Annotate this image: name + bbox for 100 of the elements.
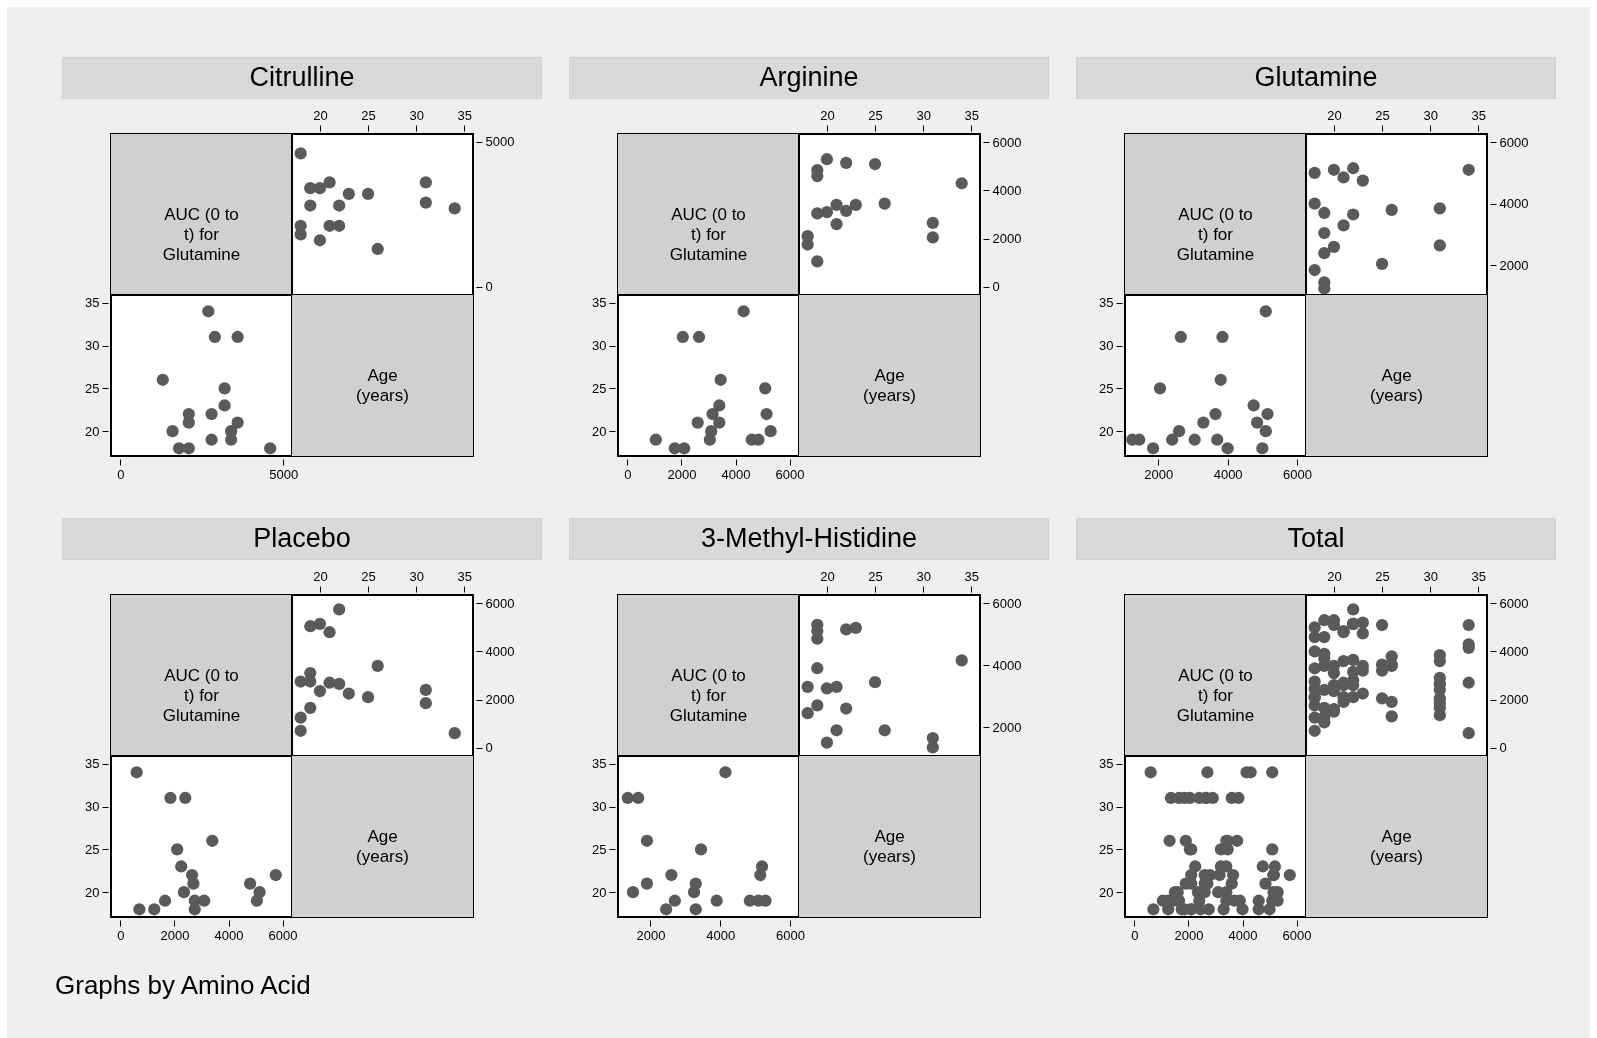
- point: [304, 701, 317, 715]
- y-tick-label: 4000: [992, 657, 1022, 673]
- x-tick-label: 35: [964, 568, 980, 584]
- x-tick-label: 4000: [1213, 466, 1243, 482]
- y-tick-label: 25: [592, 841, 607, 857]
- y-tick-label: 25: [85, 841, 100, 857]
- point: [621, 791, 634, 805]
- x-tick-label: 2000: [636, 927, 666, 943]
- x-tick-label: 6000: [1283, 466, 1312, 482]
- point: [811, 699, 824, 712]
- point: [1318, 246, 1331, 260]
- point: [342, 687, 355, 700]
- y-tick-label: 0: [1499, 740, 1507, 756]
- point: [1337, 219, 1350, 232]
- point: [304, 666, 317, 680]
- point: [811, 662, 824, 675]
- point: [878, 197, 891, 210]
- x-tick-label: 4000: [1228, 927, 1258, 943]
- point: [361, 691, 375, 704]
- point: [1153, 382, 1167, 395]
- y-tick-label: 35: [592, 295, 607, 311]
- x-tick-label: 30: [1423, 568, 1438, 584]
- point: [294, 724, 307, 737]
- point: [361, 187, 375, 201]
- y-tick-label: 20: [592, 884, 607, 900]
- point: [218, 382, 231, 395]
- point: [179, 791, 192, 805]
- point: [687, 886, 701, 899]
- point: [419, 683, 432, 697]
- point: [678, 442, 691, 455]
- x-tick-label: 35: [457, 568, 473, 584]
- y-tick-label: 4000: [1499, 196, 1529, 212]
- point: [208, 330, 221, 344]
- point: [1256, 442, 1269, 455]
- point: [754, 868, 767, 882]
- text: Graphs by Amino Acid: [55, 970, 311, 1000]
- point: [1197, 416, 1210, 429]
- x-tick-label: 2000: [1144, 466, 1174, 482]
- text: Placebo: [253, 523, 351, 553]
- y-tick-label: 25: [1099, 380, 1114, 396]
- point: [1261, 407, 1274, 421]
- y-tick-label: 4000: [992, 182, 1022, 198]
- point: [868, 157, 882, 171]
- text: Age (years): [356, 365, 409, 405]
- y-tick-label: 20: [1099, 884, 1114, 900]
- point: [713, 416, 726, 429]
- point: [419, 196, 432, 209]
- point: [175, 860, 188, 873]
- point: [294, 675, 307, 688]
- point: [1356, 174, 1369, 187]
- point: [1221, 442, 1234, 455]
- point: [1174, 330, 1187, 344]
- point: [1462, 163, 1475, 176]
- y-tick-label: 2000: [485, 692, 515, 708]
- point: [830, 198, 843, 211]
- x-tick-label: 20: [1327, 568, 1342, 584]
- y-tick-label: 20: [85, 423, 100, 439]
- y-tick-label: 5000: [485, 134, 515, 150]
- y-tick-label: 25: [592, 380, 607, 396]
- x-tick-label: 6000: [775, 466, 805, 482]
- y-tick-label: 6000: [992, 595, 1022, 611]
- text: Total: [1287, 523, 1345, 553]
- point: [811, 255, 824, 268]
- point: [206, 834, 219, 847]
- point: [820, 682, 834, 695]
- point: [323, 626, 336, 639]
- point: [1347, 162, 1360, 175]
- text: Age (years): [356, 826, 409, 866]
- x-tick-label: 2000: [667, 466, 697, 482]
- point: [304, 620, 317, 633]
- point: [313, 685, 327, 698]
- point: [333, 199, 346, 212]
- y-tick-label: 30: [85, 799, 100, 815]
- point: [830, 218, 843, 231]
- x-tick-label: 2000: [1174, 927, 1204, 943]
- x-tick-label: 0: [117, 466, 125, 482]
- x-tick-label: 0: [117, 927, 125, 943]
- point: [205, 407, 218, 421]
- point: [448, 727, 461, 740]
- point: [649, 433, 662, 446]
- point: [1166, 433, 1179, 446]
- text: Age (years): [1370, 826, 1423, 866]
- point: [760, 407, 773, 421]
- point: [840, 702, 853, 715]
- y-tick-label: 6000: [1499, 595, 1529, 611]
- x-tick-label: 25: [1375, 107, 1390, 123]
- point: [626, 886, 640, 899]
- point: [264, 442, 277, 455]
- point: [1337, 171, 1350, 184]
- point: [294, 711, 307, 724]
- point: [166, 425, 179, 438]
- point: [692, 330, 706, 344]
- y-tick-label: 0: [992, 279, 1000, 295]
- point: [371, 659, 384, 672]
- point: [820, 736, 834, 749]
- text: Glutamine: [1254, 62, 1378, 92]
- point: [830, 724, 843, 737]
- point: [1211, 433, 1224, 446]
- x-tick-label: 0: [1131, 927, 1139, 943]
- x-tick-label: 25: [361, 568, 376, 584]
